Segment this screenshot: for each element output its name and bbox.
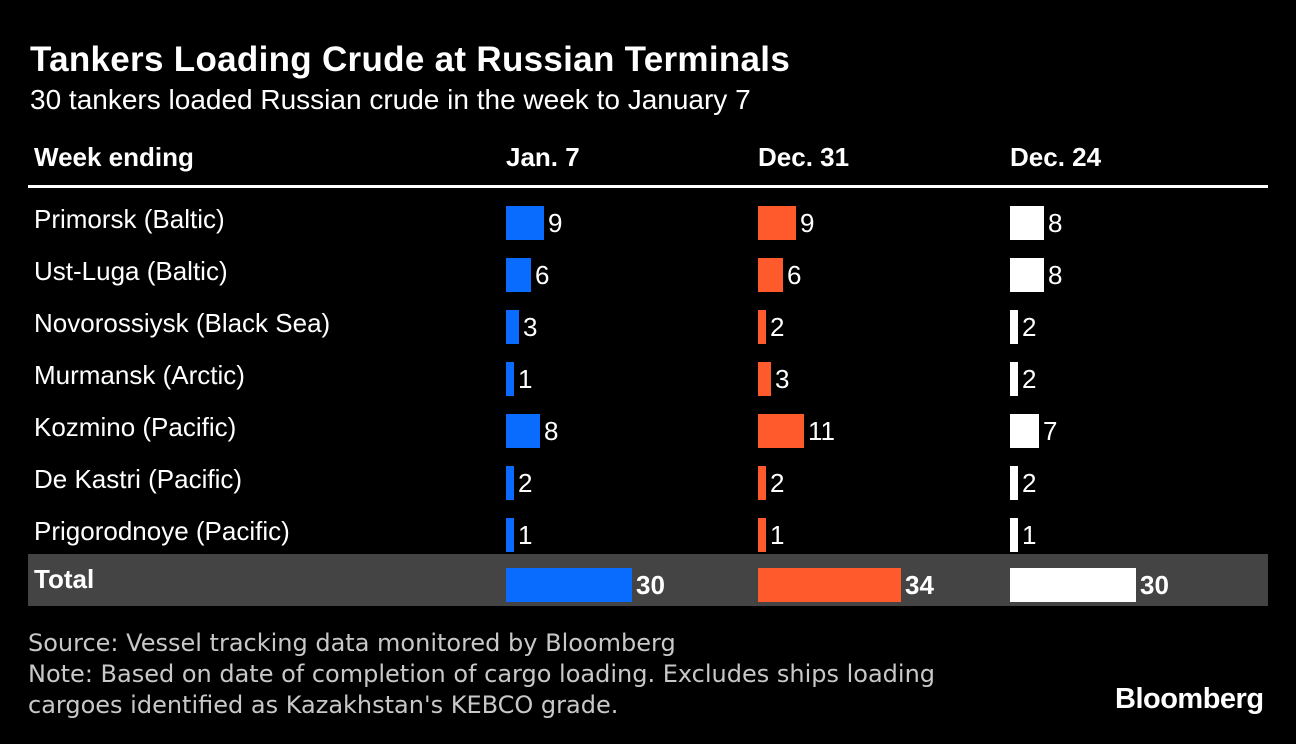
chart-footer: Source: Vessel tracking data monitored b… — [28, 628, 1028, 721]
value-label-prigorodnoye-pacific-dec-24: 1 — [1022, 520, 1037, 550]
value-label-prigorodnoye-pacific-jan-7: 1 — [518, 520, 533, 550]
table-row-novorossiysk-black-sea: Novorossiysk (Black Sea) 3 2 2 — [0, 296, 1296, 348]
bar-murmansk-arctic-dec-31 — [758, 362, 771, 396]
footnote-line-1: Note: Based on date of completion of car… — [28, 660, 936, 688]
bar-kozmino-pacific-jan-7 — [506, 414, 540, 448]
chart-subtitle: 30 tankers loaded Russian crude in the w… — [30, 84, 751, 115]
value-label-total-jan-7: 30 — [636, 570, 665, 600]
table-row-de-kastri-pacific: De Kastri (Pacific) 2 2 2 — [0, 452, 1296, 504]
footnote-line-2: cargoes identified as Kazakhstan's KEBCO… — [28, 691, 619, 719]
header-divider — [28, 185, 1268, 188]
chart-title: Tankers Loading Crude at Russian Termina… — [30, 40, 791, 79]
bar-ust-luga-baltic-dec-31 — [758, 258, 783, 292]
bar-primorsk-baltic-dec-24 — [1010, 206, 1044, 240]
value-label-total-dec-31: 34 — [905, 570, 934, 600]
value-label-total-dec-24: 30 — [1140, 570, 1169, 600]
table-row-murmansk-arctic: Murmansk (Arctic) 1 3 2 — [0, 348, 1296, 400]
bloomberg-logo: Bloomberg — [1115, 683, 1264, 715]
value-label-prigorodnoye-pacific-dec-31: 1 — [770, 520, 785, 550]
value-label-murmansk-arctic-jan-7: 1 — [518, 364, 533, 394]
table-row-primorsk-baltic: Primorsk (Baltic) 9 9 8 — [0, 192, 1296, 244]
value-label-primorsk-baltic-dec-31: 9 — [800, 208, 815, 238]
bar-murmansk-arctic-dec-24 — [1010, 362, 1018, 396]
column-header-dec-31: Dec. 31 — [758, 142, 850, 172]
table-row-total: 30 34 30 — [0, 554, 1296, 606]
value-label-de-kastri-pacific-dec-24: 2 — [1022, 468, 1037, 498]
row-label-murmansk-arctic: Murmansk (Arctic) — [34, 360, 245, 390]
bar-prigorodnoye-pacific-dec-24 — [1010, 518, 1018, 552]
bar-total-jan-7 — [506, 568, 632, 602]
value-label-ust-luga-baltic-dec-31: 6 — [787, 260, 802, 290]
table-row-prigorodnoye-pacific: Prigorodnoye (Pacific) 1 1 1 — [0, 504, 1296, 556]
bar-novorossiysk-black-sea-dec-24 — [1010, 310, 1018, 344]
bar-primorsk-baltic-jan-7 — [506, 206, 544, 240]
bar-kozmino-pacific-dec-31 — [758, 414, 804, 448]
column-header-week-ending: Week ending — [34, 142, 194, 172]
row-label-kozmino-pacific: Kozmino (Pacific) — [34, 412, 237, 442]
value-label-de-kastri-pacific-jan-7: 2 — [518, 468, 533, 498]
source-note: Source: Vessel tracking data monitored b… — [28, 629, 676, 657]
value-label-primorsk-baltic-jan-7: 9 — [548, 208, 563, 238]
bar-kozmino-pacific-dec-24 — [1010, 414, 1039, 448]
row-label-de-kastri-pacific: De Kastri (Pacific) — [34, 464, 243, 494]
bar-prigorodnoye-pacific-dec-31 — [758, 518, 766, 552]
row-label-ust-luga-baltic: Ust-Luga (Baltic) — [34, 256, 228, 286]
value-label-primorsk-baltic-dec-24: 8 — [1048, 208, 1063, 238]
value-label-kozmino-pacific-dec-24: 7 — [1043, 416, 1058, 446]
row-label-primorsk-baltic: Primorsk (Baltic) — [34, 204, 225, 234]
table-row-kozmino-pacific: Kozmino (Pacific) 8 11 7 — [0, 400, 1296, 452]
bar-primorsk-baltic-dec-31 — [758, 206, 796, 240]
column-header-dec-24: Dec. 24 — [1010, 142, 1102, 172]
row-label-total: Total — [34, 564, 95, 594]
bar-murmansk-arctic-jan-7 — [506, 362, 514, 396]
bar-prigorodnoye-pacific-jan-7 — [506, 518, 514, 552]
value-label-kozmino-pacific-dec-31: 11 — [808, 416, 835, 446]
value-label-murmansk-arctic-dec-24: 2 — [1022, 364, 1037, 394]
value-label-novorossiysk-black-sea-dec-24: 2 — [1022, 312, 1037, 342]
value-label-kozmino-pacific-jan-7: 8 — [544, 416, 559, 446]
value-label-murmansk-arctic-dec-31: 3 — [775, 364, 790, 394]
bar-de-kastri-pacific-dec-31 — [758, 466, 766, 500]
row-label-prigorodnoye-pacific: Prigorodnoye (Pacific) — [34, 516, 290, 546]
column-header-jan-7: Jan. 7 — [506, 142, 580, 172]
bar-de-kastri-pacific-jan-7 — [506, 466, 514, 500]
bar-novorossiysk-black-sea-jan-7 — [506, 310, 519, 344]
bar-total-dec-31 — [758, 568, 901, 602]
bar-total-dec-24 — [1010, 568, 1136, 602]
bar-de-kastri-pacific-dec-24 — [1010, 466, 1018, 500]
bar-ust-luga-baltic-dec-24 — [1010, 258, 1044, 292]
row-label-novorossiysk-black-sea: Novorossiysk (Black Sea) — [34, 308, 331, 338]
value-label-de-kastri-pacific-dec-31: 2 — [770, 468, 785, 498]
value-label-ust-luga-baltic-dec-24: 8 — [1048, 260, 1063, 290]
value-label-ust-luga-baltic-jan-7: 6 — [535, 260, 550, 290]
table-row-ust-luga-baltic: Ust-Luga (Baltic) 6 6 8 — [0, 244, 1296, 296]
value-label-novorossiysk-black-sea-dec-31: 2 — [770, 312, 785, 342]
value-label-novorossiysk-black-sea-jan-7: 3 — [523, 312, 538, 342]
bar-novorossiysk-black-sea-dec-31 — [758, 310, 766, 344]
bar-ust-luga-baltic-jan-7 — [506, 258, 531, 292]
